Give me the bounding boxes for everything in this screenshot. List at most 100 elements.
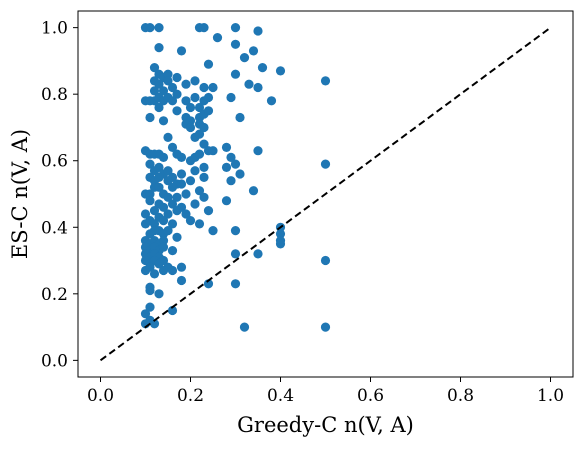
data-point — [154, 172, 164, 182]
data-point — [158, 236, 169, 246]
data-point — [235, 112, 245, 123]
y-axis-label: ES-C n(V, A) — [8, 129, 32, 259]
x-tick-label: 0.2 — [177, 386, 204, 406]
data-point — [185, 176, 196, 186]
y-tick-label: 0.8 — [41, 85, 68, 105]
data-point — [163, 76, 173, 86]
data-point — [167, 265, 178, 276]
data-point — [199, 82, 209, 93]
data-point — [266, 96, 277, 106]
data-point — [145, 262, 155, 272]
data-point — [163, 192, 173, 202]
data-point — [190, 92, 200, 103]
data-point — [181, 96, 191, 106]
y-tick-label: 0.4 — [41, 218, 68, 238]
x-tick-label: 0.4 — [267, 386, 294, 406]
data-point — [145, 112, 155, 123]
data-point — [176, 152, 187, 162]
data-point — [158, 86, 169, 96]
data-point — [158, 116, 169, 126]
data-point — [208, 82, 218, 93]
data-point — [149, 269, 160, 279]
data-point — [194, 129, 205, 139]
x-tick-label: 0.0 — [87, 386, 114, 406]
y-axis: 0.0 0.2 0.4 0.6 0.8 1.0 — [41, 19, 78, 371]
data-point — [235, 169, 245, 179]
data-point — [167, 305, 178, 316]
y-tick-label: 0.2 — [41, 285, 68, 305]
data-point — [253, 82, 263, 93]
data-point — [149, 219, 160, 229]
data-point — [172, 72, 182, 83]
data-point — [163, 176, 173, 186]
data-point — [158, 202, 169, 212]
data-point — [212, 33, 223, 43]
data-point — [244, 79, 254, 89]
data-point — [190, 166, 200, 176]
data-point — [154, 289, 164, 299]
data-point — [320, 159, 331, 169]
data-point — [163, 132, 173, 142]
data-point — [154, 182, 164, 192]
data-point — [230, 23, 241, 33]
data-point — [145, 159, 155, 169]
data-point — [167, 182, 178, 192]
data-point — [230, 249, 241, 259]
data-point — [190, 199, 200, 209]
data-point — [239, 53, 250, 63]
reference-diagonal-line — [99, 26, 552, 362]
y-tick-label: 0.0 — [41, 351, 68, 371]
data-point — [158, 242, 169, 252]
data-point — [154, 43, 164, 53]
data-point — [176, 179, 187, 189]
data-point — [163, 209, 173, 219]
data-point — [230, 226, 241, 236]
data-point — [145, 229, 155, 239]
data-point — [176, 46, 187, 56]
data-point — [167, 82, 178, 93]
data-point — [203, 206, 214, 216]
data-point — [149, 206, 160, 216]
data-point — [181, 209, 191, 219]
data-point — [154, 162, 164, 172]
data-point — [163, 226, 173, 236]
data-point — [320, 322, 331, 332]
data-point — [145, 302, 155, 312]
data-point — [194, 219, 205, 229]
data-point — [275, 239, 286, 249]
data-point — [185, 122, 196, 133]
data-point — [158, 216, 169, 226]
data-point — [230, 69, 241, 79]
x-tick-label: 1.0 — [537, 386, 564, 406]
data-point — [203, 106, 214, 116]
data-point — [176, 169, 187, 179]
data-point — [208, 226, 218, 236]
data-point — [140, 309, 151, 319]
data-point — [194, 149, 205, 159]
data-point — [226, 176, 236, 186]
data-point — [172, 106, 182, 116]
x-tick-label: 0.8 — [447, 386, 474, 406]
data-point — [176, 275, 187, 286]
data-point — [203, 59, 214, 69]
data-point — [154, 23, 164, 33]
data-point — [194, 186, 205, 196]
data-point — [226, 92, 236, 103]
data-point — [167, 246, 178, 256]
data-point — [140, 209, 151, 219]
data-point — [163, 166, 173, 176]
data-point — [320, 255, 331, 266]
data-point — [203, 92, 214, 103]
y-tick-label: 0.6 — [41, 152, 68, 172]
data-point — [154, 102, 164, 113]
data-point — [149, 319, 160, 329]
data-point — [167, 219, 178, 229]
data-point — [167, 96, 178, 106]
data-point — [172, 89, 182, 99]
data-point — [257, 63, 268, 73]
data-point — [248, 186, 259, 196]
data-point — [208, 146, 218, 156]
data-point — [275, 229, 286, 239]
data-point — [253, 146, 263, 156]
